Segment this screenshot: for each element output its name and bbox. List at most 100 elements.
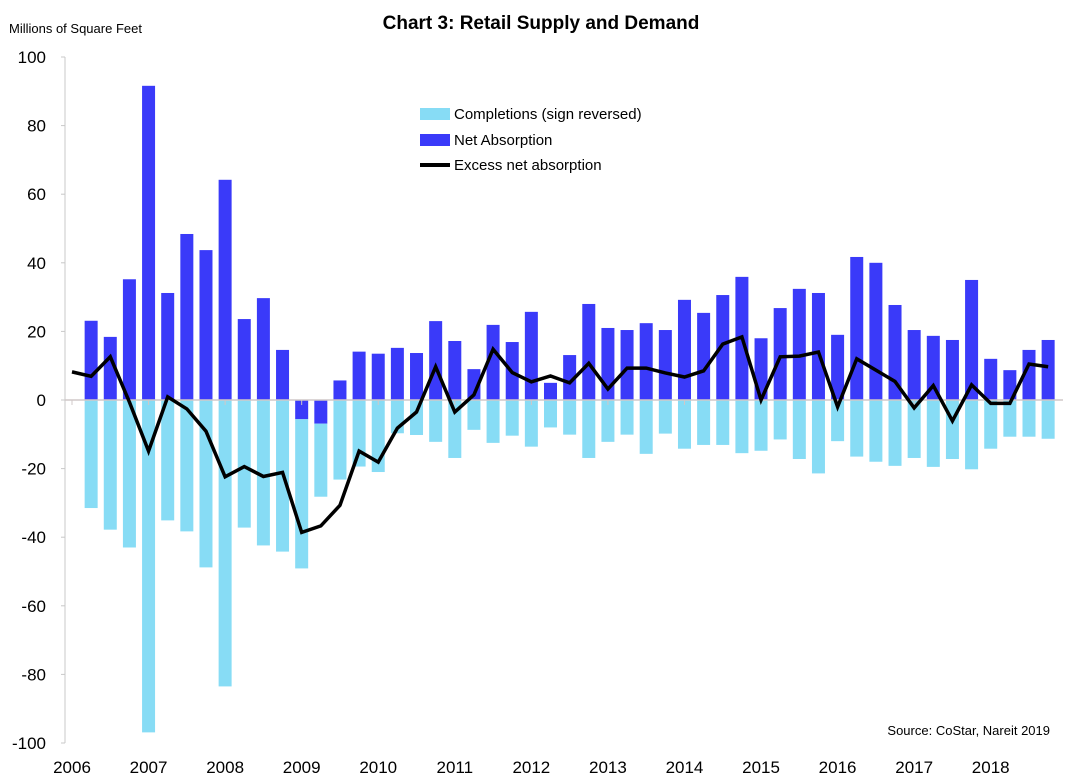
x-tick-label: 2017	[895, 758, 933, 777]
y-axis-label: Millions of Square Feet	[9, 21, 142, 36]
x-tick-label: 2016	[819, 758, 857, 777]
legend-swatch-net-absorption	[420, 134, 450, 146]
net-absorption-bar	[621, 330, 634, 400]
completions-bar	[774, 400, 787, 439]
x-tick-label: 2010	[359, 758, 397, 777]
net-absorption-bar	[161, 293, 174, 400]
y-tick-label: -20	[21, 460, 46, 479]
net-absorption-bar	[448, 341, 461, 400]
completions-bar	[640, 400, 653, 454]
net-absorption-bar	[965, 280, 978, 400]
completions-bar	[1042, 400, 1055, 439]
completions-bar	[525, 400, 538, 447]
net-absorption-bar	[333, 380, 346, 400]
net-absorption-bar	[850, 257, 863, 400]
completions-bar	[544, 400, 557, 427]
net-absorption-bar	[793, 289, 806, 400]
net-absorption-bar	[123, 279, 136, 400]
net-absorption-bar	[525, 312, 538, 400]
x-tick-label: 2013	[589, 758, 627, 777]
completions-bar	[582, 400, 595, 458]
completions-bar	[869, 400, 882, 462]
net-absorption-bar	[314, 400, 327, 424]
completions-bar	[678, 400, 691, 449]
completions-bar	[1023, 400, 1036, 437]
chart-title: Chart 3: Retail Supply and Demand	[383, 13, 700, 34]
legend-label-net-absorption: Net Absorption	[454, 132, 552, 149]
completions-bar	[429, 400, 442, 442]
legend-label-excess: Excess net absorption	[454, 157, 602, 174]
net-absorption-bar	[180, 234, 193, 400]
completions-bar	[697, 400, 710, 445]
completions-bar	[716, 400, 729, 445]
net-absorption-bar	[219, 180, 232, 400]
completions-bar	[965, 400, 978, 469]
completions-bar	[927, 400, 940, 467]
line-group	[72, 337, 1048, 533]
completions-bar	[238, 400, 251, 528]
y-tick-label: -80	[21, 665, 46, 684]
net-absorption-bar	[410, 353, 423, 400]
net-absorption-bar	[908, 330, 921, 400]
y-tick-label: -40	[21, 528, 46, 547]
bars-group	[85, 86, 1055, 733]
completions-bar	[601, 400, 614, 442]
net-absorption-bar	[1042, 340, 1055, 400]
x-tick-label: 2009	[283, 758, 321, 777]
net-absorption-bar	[582, 304, 595, 400]
completions-bar	[1003, 400, 1016, 437]
completions-bar	[984, 400, 997, 449]
net-absorption-bar	[372, 354, 385, 400]
completions-bar	[123, 400, 136, 547]
completions-bar	[755, 400, 768, 451]
completions-bar	[85, 400, 98, 508]
completions-bar	[353, 400, 366, 467]
completions-bar	[467, 400, 480, 430]
y-tick-label: 80	[27, 117, 46, 136]
completions-bar	[295, 419, 308, 568]
y-tick-label: 0	[37, 391, 46, 410]
x-tick-label: 2006	[53, 758, 91, 777]
net-absorption-bar	[659, 330, 672, 400]
legend-label-completions: Completions (sign reversed)	[454, 106, 642, 123]
completions-bar	[487, 400, 500, 443]
net-absorption-bar	[238, 319, 251, 400]
completions-bar	[621, 400, 634, 435]
net-absorption-bar	[812, 293, 825, 400]
excess-net-absorption-line	[72, 337, 1048, 533]
net-absorption-bar	[984, 359, 997, 400]
legend-swatch-completions	[420, 108, 450, 120]
y-tick-label: 60	[27, 185, 46, 204]
completions-bar	[889, 400, 902, 466]
net-absorption-bar	[257, 298, 270, 400]
x-tick-label: 2012	[512, 758, 550, 777]
net-absorption-bar	[199, 250, 212, 400]
source-note: Source: CoStar, Nareit 2019	[887, 723, 1050, 738]
completions-bar	[161, 400, 174, 520]
net-absorption-bar	[774, 308, 787, 400]
completions-bar	[793, 400, 806, 459]
net-absorption-bar	[85, 321, 98, 400]
net-absorption-bar	[429, 321, 442, 400]
net-absorption-bar	[869, 263, 882, 400]
net-absorption-bar	[640, 323, 653, 400]
completions-bar	[506, 400, 519, 436]
y-tick-label: -60	[21, 597, 46, 616]
x-tick-label: 2008	[206, 758, 244, 777]
completions-bar	[812, 400, 825, 473]
completions-bar	[104, 400, 117, 530]
net-absorption-bar	[544, 383, 557, 400]
x-tick-label: 2018	[972, 758, 1010, 777]
net-absorption-bar	[946, 340, 959, 400]
net-absorption-bar	[678, 300, 691, 400]
y-tick-label: 100	[18, 48, 46, 67]
y-tick-label: 40	[27, 254, 46, 273]
x-tick-label: 2007	[130, 758, 168, 777]
net-absorption-bar	[276, 350, 289, 400]
net-absorption-bar	[391, 348, 404, 400]
y-tick-label: -100	[12, 734, 46, 753]
completions-bar	[563, 400, 576, 435]
net-absorption-bar	[142, 86, 155, 400]
x-tick-label: 2015	[742, 758, 780, 777]
